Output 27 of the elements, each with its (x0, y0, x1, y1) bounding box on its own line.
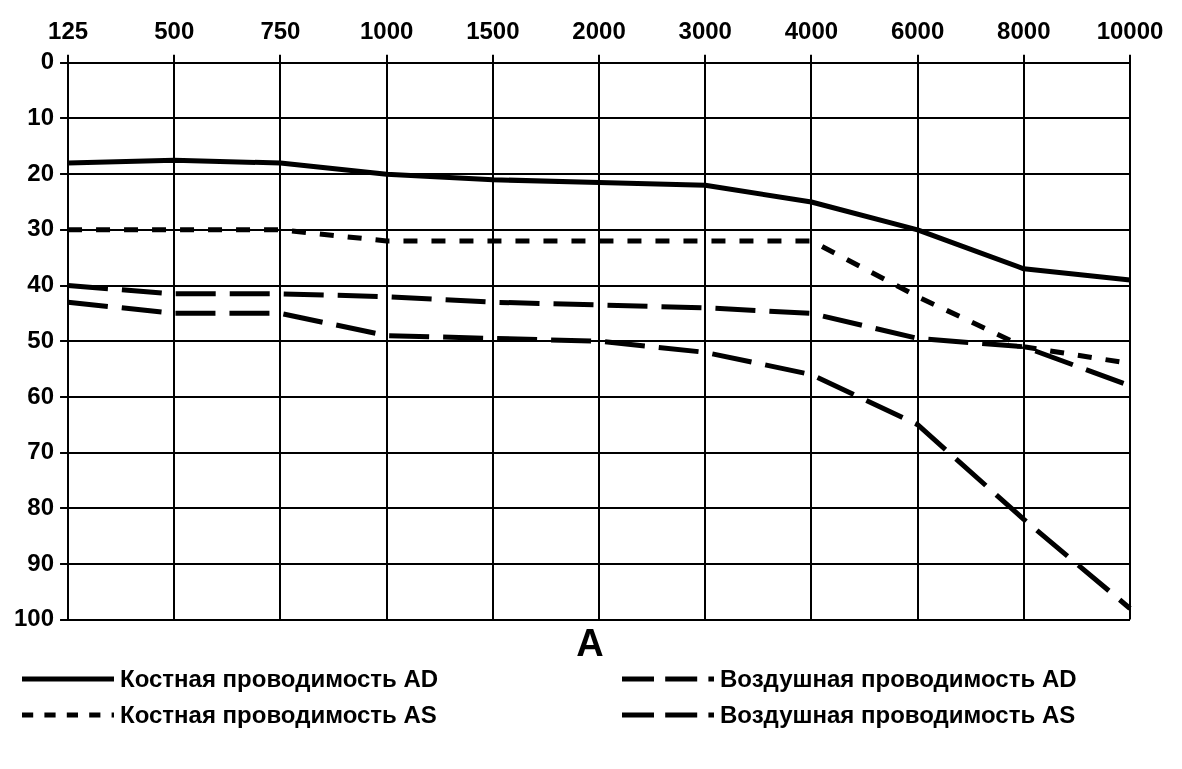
legend-label: Воздушная проводимость AS (720, 701, 1076, 729)
legend-label: Костная проводимость AS (120, 701, 437, 729)
y-tick-label: 0 (40, 47, 55, 75)
x-tick-label: 125 (48, 17, 89, 45)
y-tick-label: 50 (27, 325, 55, 353)
y-tick-label: 10 (27, 103, 55, 131)
x-tick-label: 10000 (1096, 17, 1164, 45)
y-tick-label: 90 (27, 548, 55, 576)
y-tick-label: 100 (14, 604, 55, 632)
y-tick-label: 70 (27, 437, 55, 465)
x-tick-label: 500 (154, 17, 195, 45)
x-tick-label: 6000 (890, 17, 945, 45)
y-tick-label: 20 (27, 158, 55, 186)
x-axis-title: A (576, 622, 604, 664)
y-tick-label: 40 (27, 270, 55, 298)
x-tick-label: 8000 (997, 17, 1051, 45)
legend-label: Воздушная проводимость AD (720, 665, 1077, 693)
x-tick-label: 1000 (359, 17, 414, 45)
y-tick-label: 30 (27, 214, 55, 242)
y-tick-label: 60 (27, 381, 55, 409)
y-tick-label: 80 (27, 492, 55, 520)
x-tick-label: 2000 (572, 17, 626, 45)
x-tick-label: 750 (260, 17, 301, 45)
x-tick-label: 1500 (466, 17, 520, 45)
legend-label: Костная проводимость AD (120, 665, 439, 693)
x-tick-label: 4000 (784, 17, 839, 45)
x-tick-label: 3000 (678, 17, 732, 45)
